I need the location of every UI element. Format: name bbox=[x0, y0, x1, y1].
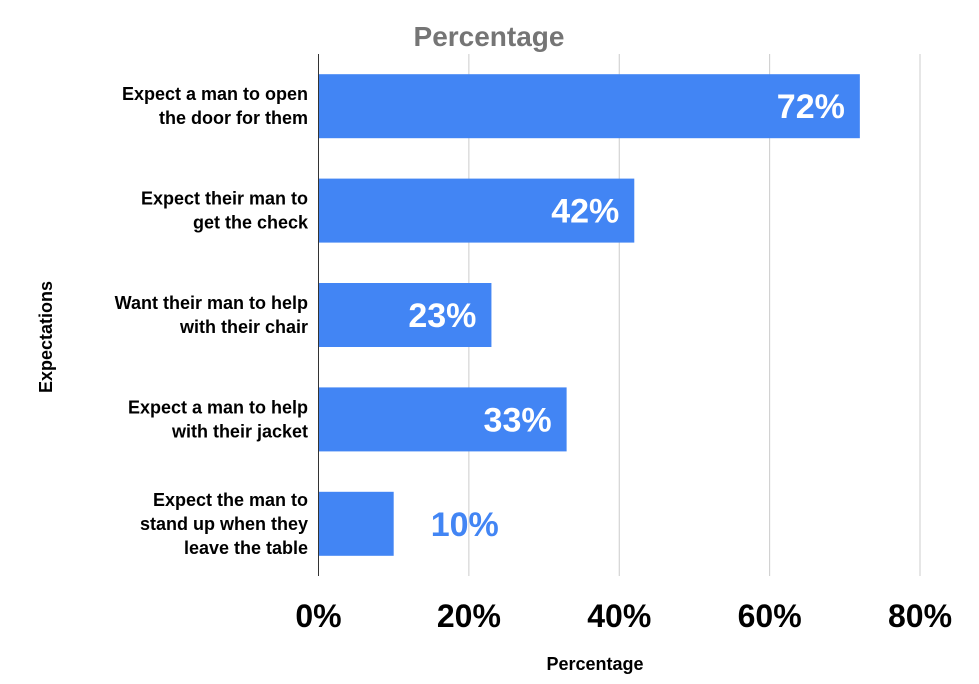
chart-title: Percentage bbox=[414, 21, 565, 52]
x-tick-label: 60% bbox=[738, 598, 802, 634]
category-label-line: stand up when they bbox=[140, 514, 308, 534]
y-axis-title: Expectations bbox=[36, 281, 56, 393]
bar bbox=[319, 283, 492, 347]
category-label-line: Expect their man to bbox=[141, 189, 308, 209]
category-label-line: the door for them bbox=[159, 108, 308, 128]
category-label: Expect their man to get the check bbox=[141, 189, 309, 233]
data-labels: 72% 42% 23% 33% 10% bbox=[408, 88, 844, 544]
category-label: Want their man to help with their chair bbox=[115, 293, 308, 337]
category-label-line: Expect a man to open bbox=[122, 84, 308, 104]
x-tick-label: 0% bbox=[295, 598, 341, 634]
x-tick-label: 40% bbox=[587, 598, 651, 634]
x-tick-label: 80% bbox=[888, 598, 952, 634]
bar bbox=[319, 74, 860, 139]
bar bbox=[319, 178, 635, 243]
data-label: 42% bbox=[551, 193, 619, 231]
category-label: Expect a man to open the door for them bbox=[122, 84, 308, 128]
bar bbox=[319, 491, 394, 556]
x-axis-title: Percentage bbox=[546, 654, 643, 674]
data-label: 10% bbox=[431, 506, 499, 544]
category-label-line: Expect a man to help bbox=[128, 397, 308, 417]
category-labels: Expect a man to open the door for themExp… bbox=[115, 84, 309, 558]
x-tick-label: 20% bbox=[437, 598, 501, 634]
category-label-line: Want their man to help bbox=[115, 293, 308, 313]
category-label: Expect a man to help with their jacket bbox=[128, 397, 308, 441]
x-tick-labels: 0% 20% 40% 60% 80% bbox=[295, 598, 952, 634]
data-label: 72% bbox=[777, 88, 845, 126]
category-label-line: Expect the man to bbox=[153, 490, 308, 510]
category-label: Expect the man to stand up when they leave… bbox=[140, 490, 308, 558]
data-label: 23% bbox=[408, 297, 476, 335]
bars bbox=[319, 74, 860, 556]
category-label-line: with their jacket bbox=[171, 421, 308, 441]
category-label-line: with their chair bbox=[179, 317, 308, 337]
category-label-line: leave the table bbox=[184, 538, 308, 558]
bar bbox=[319, 387, 567, 452]
data-label: 33% bbox=[484, 401, 552, 439]
category-label-line: get the check bbox=[193, 213, 309, 233]
